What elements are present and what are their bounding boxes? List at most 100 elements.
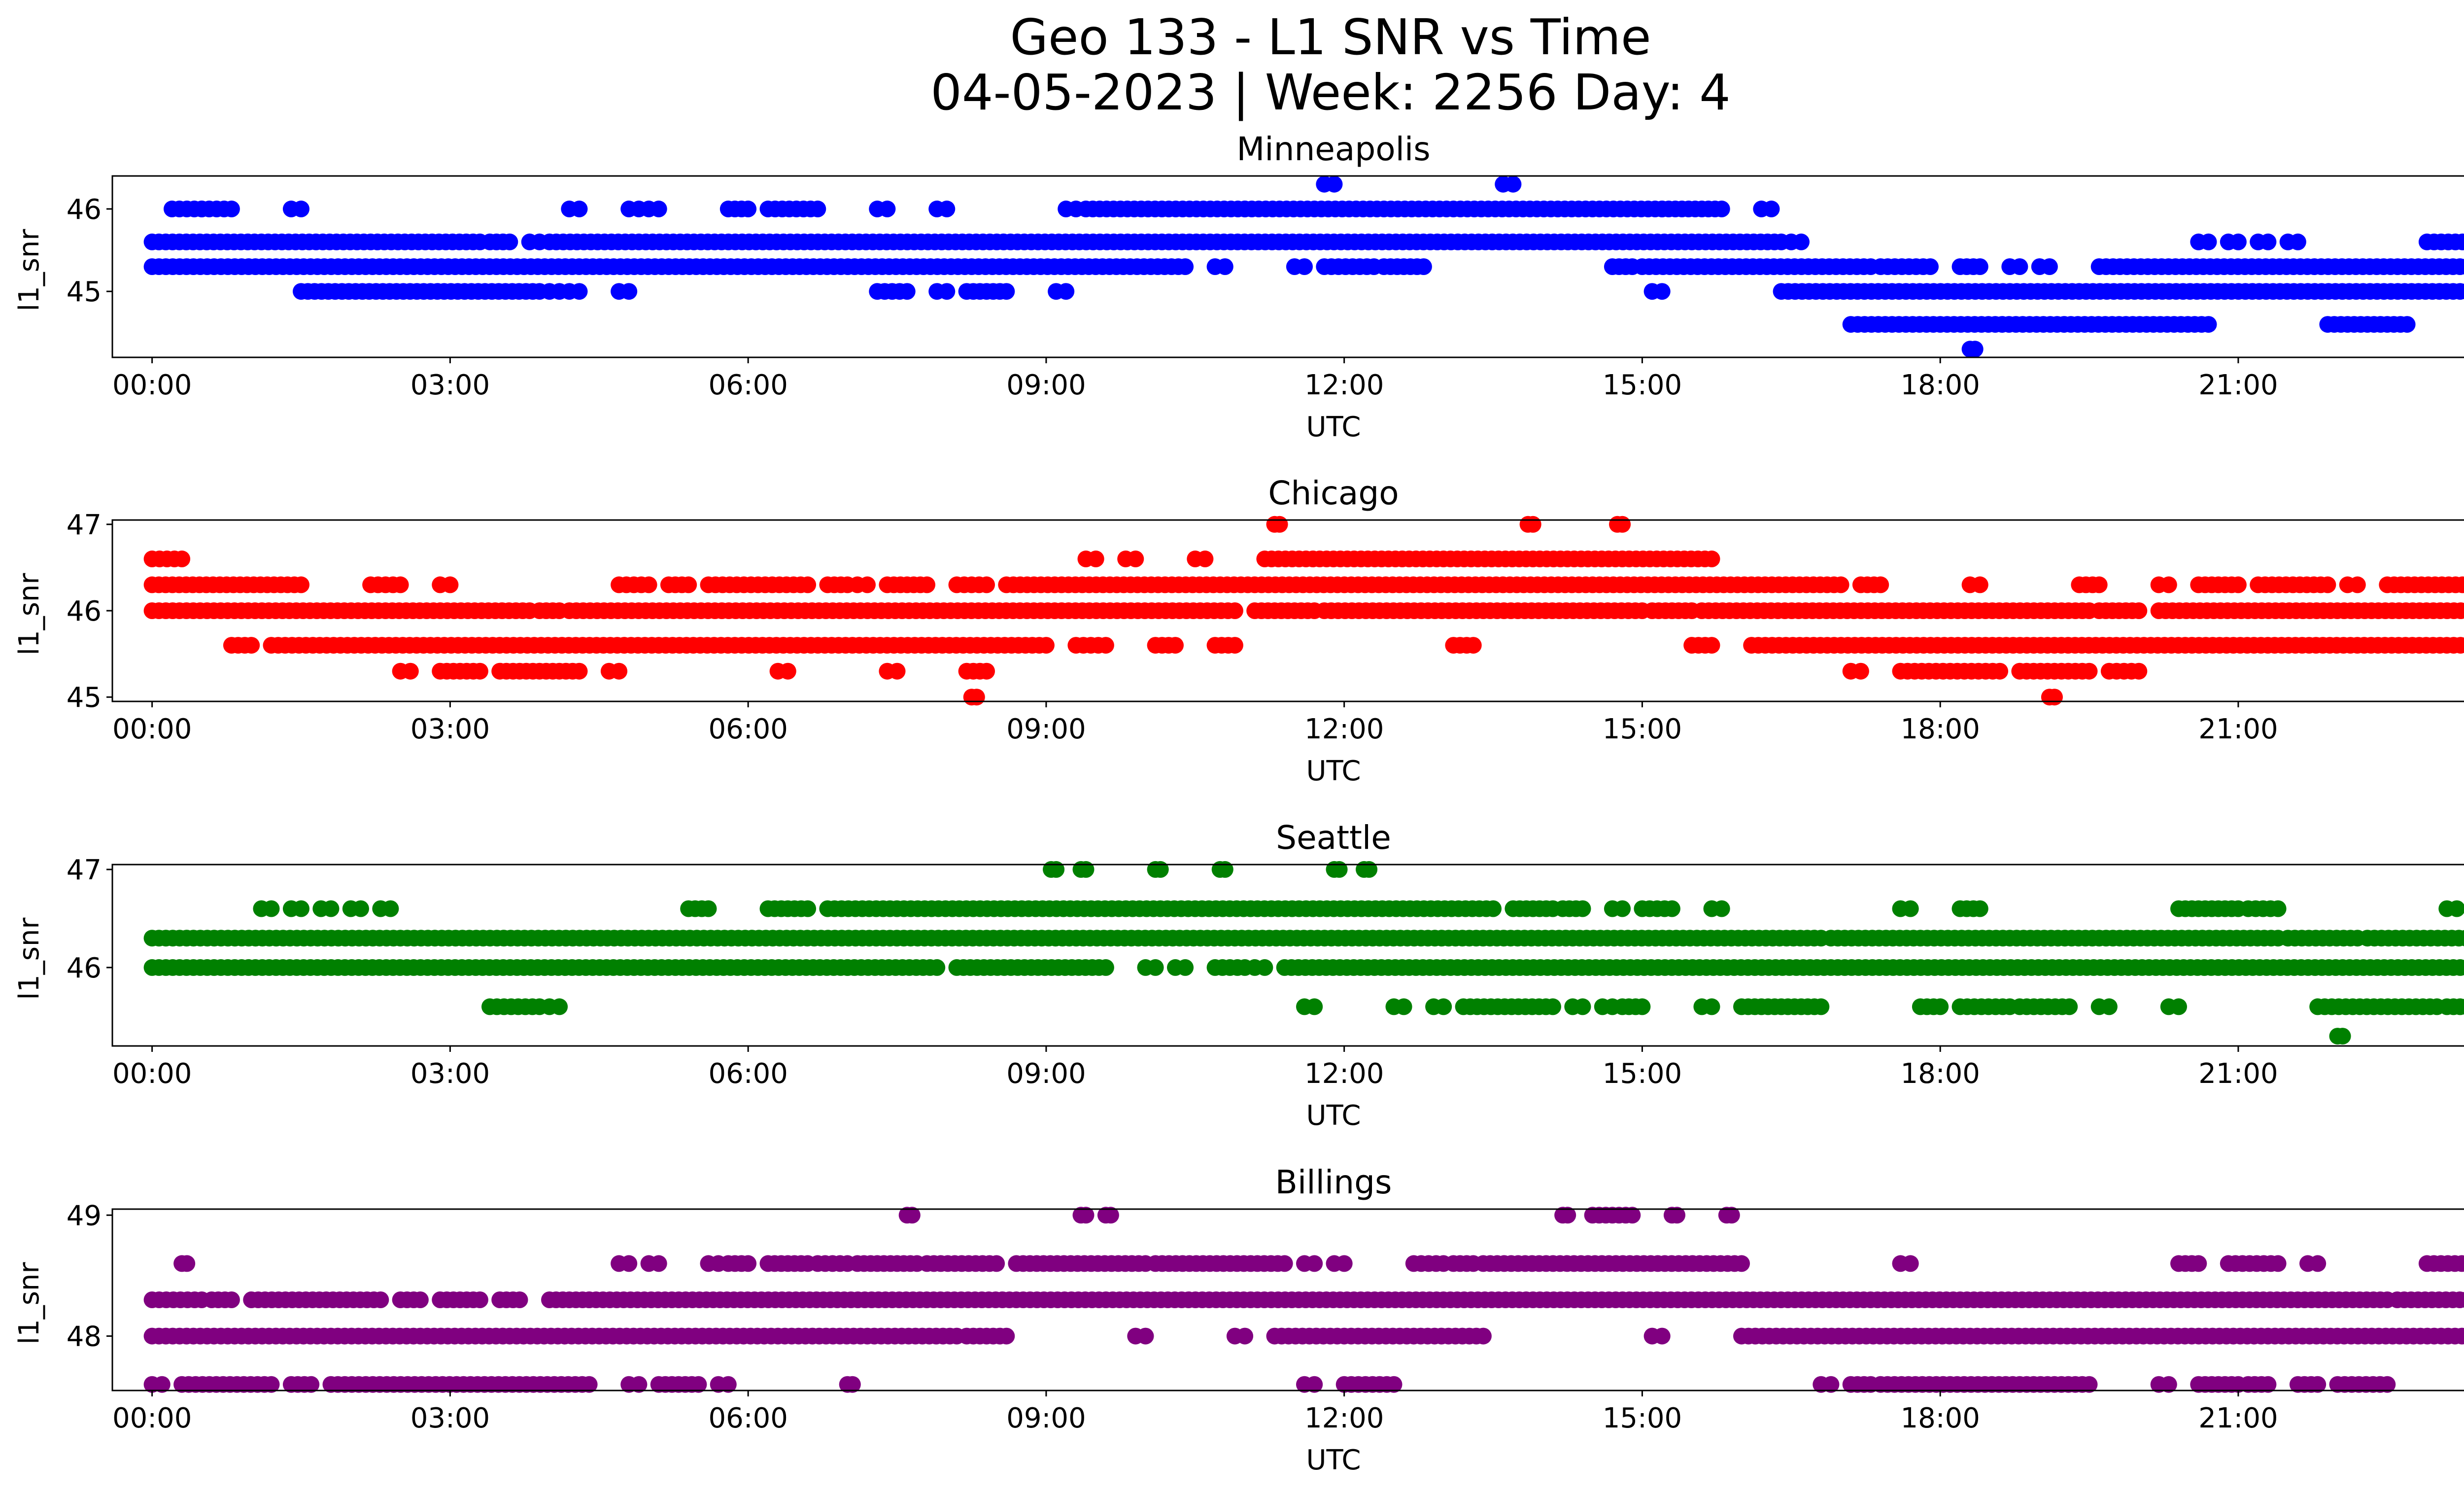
x-axis-label: UTC — [1306, 411, 1361, 443]
data-point — [1296, 258, 1313, 275]
data-point — [2041, 258, 2058, 275]
x-tick-label: 18:00 — [1900, 1058, 1980, 1090]
data-point — [1614, 900, 1631, 917]
data-point — [879, 200, 896, 217]
data-point — [2081, 662, 2098, 680]
data-point — [1902, 900, 1919, 917]
data-point — [1077, 861, 1095, 878]
data-point — [1932, 998, 1949, 1015]
data-point — [2398, 316, 2416, 333]
y-tick-label: 48 — [67, 1321, 102, 1353]
data-point — [372, 1291, 389, 1308]
x-tick-label: 00:00 — [112, 713, 192, 745]
data-point — [1147, 959, 1164, 976]
data-point — [844, 1376, 861, 1393]
panel-title: Minneapolis — [1236, 130, 1430, 168]
data-point — [2458, 259, 2464, 275]
data-point — [1276, 1255, 1293, 1272]
data-point — [1167, 637, 1184, 654]
data-points — [143, 516, 2464, 706]
data-point — [511, 1291, 528, 1308]
data-point — [1177, 258, 1194, 275]
data-point — [1226, 637, 1243, 654]
chart-title: Geo 133 - L1 SNR vs Time — [1010, 8, 1651, 66]
data-point — [2289, 233, 2306, 250]
x-tick-label: 21:00 — [2198, 1058, 2278, 1090]
data-point — [293, 900, 309, 917]
data-point — [2160, 576, 2177, 593]
data-point — [620, 1255, 638, 1272]
data-point — [978, 662, 995, 680]
data-point — [1197, 550, 1214, 567]
data-point — [1703, 998, 1720, 1015]
data-points — [143, 175, 2464, 358]
data-point — [2459, 283, 2464, 300]
data-point — [898, 283, 916, 300]
x-tick-label: 18:00 — [1900, 1402, 1980, 1434]
x-tick-label: 18:00 — [1900, 713, 1980, 745]
data-point — [1966, 341, 1984, 358]
x-tick-label: 21:00 — [2198, 1402, 2278, 1434]
data-point — [2200, 316, 2217, 333]
data-point — [1505, 175, 1522, 193]
data-points — [143, 1207, 2464, 1393]
axes-frame — [111, 864, 2464, 1047]
data-point — [571, 283, 588, 300]
chart-subtitle: 04-05-2023 | Week: 2256 Day: 4 — [930, 64, 1730, 121]
data-point — [1127, 550, 1144, 567]
data-point — [442, 576, 459, 593]
data-point — [1723, 1207, 1740, 1224]
data-point — [978, 576, 995, 593]
x-tick-label: 15:00 — [1603, 1058, 1682, 1090]
data-point — [1793, 233, 1810, 250]
data-point — [2379, 1376, 2396, 1393]
x-axis-label: UTC — [1306, 755, 1361, 787]
data-point — [1559, 1207, 1576, 1224]
data-point — [1465, 637, 1482, 654]
data-point — [2459, 960, 2464, 975]
data-point — [1524, 516, 1541, 533]
x-tick-label: 00:00 — [112, 1058, 192, 1090]
data-point — [1236, 1327, 1254, 1345]
data-point — [938, 283, 956, 300]
data-point — [2200, 233, 2217, 250]
x-tick-label: 03:00 — [411, 713, 490, 745]
data-point — [1335, 1255, 1353, 1272]
data-point — [2269, 1255, 2287, 1272]
data-point — [402, 662, 419, 680]
y-tick-label: 46 — [67, 194, 102, 226]
panel-title: Billings — [1275, 1163, 1392, 1201]
data-point — [1922, 258, 1939, 275]
panel-seattle: Seattle UTC l1_snr 00:00 03:00 06:00 09:00 1… — [13, 819, 2464, 1132]
x-tick-label: 12:00 — [1304, 1058, 1384, 1090]
data-point — [998, 283, 1015, 300]
data-point — [809, 200, 826, 217]
x-tick-label: 06:00 — [708, 369, 787, 401]
data-point — [1137, 1327, 1154, 1345]
data-point — [1669, 1207, 1685, 1224]
data-point — [173, 550, 191, 567]
data-point — [2461, 578, 2464, 591]
data-point — [700, 900, 717, 917]
y-axis-label: l1_snr — [13, 229, 45, 312]
panel-title: Seattle — [1276, 819, 1391, 857]
data-point — [1703, 637, 1720, 654]
data-point — [2459, 637, 2464, 653]
data-point — [799, 576, 817, 593]
data-point — [2349, 576, 2366, 593]
data-point — [1087, 550, 1104, 567]
data-point — [1058, 283, 1075, 300]
panel-minneapolis: Minneapolis UTC l1_snr 00:00 03:00 06:00 09… — [13, 130, 2464, 443]
data-point — [551, 998, 568, 1015]
data-point — [2334, 1028, 2351, 1045]
data-point — [1991, 662, 2009, 680]
data-point — [1902, 1255, 1919, 1272]
data-point — [2229, 576, 2247, 593]
data-point — [178, 1255, 196, 1272]
x-tick-label: 06:00 — [708, 1058, 787, 1090]
data-point — [2061, 998, 2078, 1015]
data-point — [650, 1255, 667, 1272]
data-point — [1832, 576, 1849, 593]
data-point — [2448, 900, 2464, 917]
